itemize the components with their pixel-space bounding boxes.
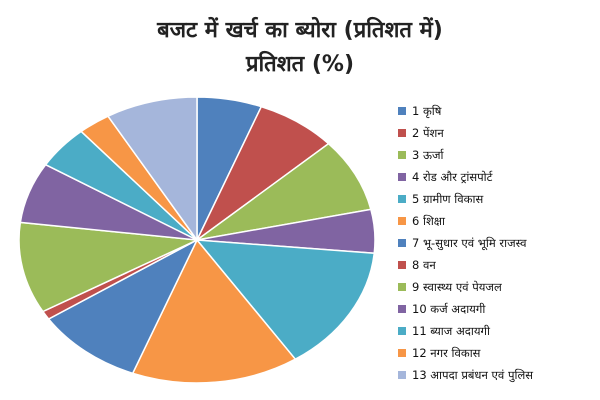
- legend-label: 7 भू-सुधार एवं भूमि राजस्व: [412, 236, 527, 250]
- pie-slice-7: [47, 238, 199, 375]
- legend-swatch: [398, 173, 406, 181]
- legend-label: 10 कर्ज अदायगी: [412, 302, 486, 316]
- legend-swatch: [398, 305, 406, 313]
- legend-item-12: 12 नगर विकास: [398, 342, 598, 364]
- legend-swatch: [398, 327, 406, 335]
- chart-subtitle: प्रतिशत (%): [245, 52, 355, 77]
- pie-slice-3: [196, 142, 372, 241]
- pie-slice-13: [106, 96, 198, 243]
- legend-label: 2 पेंशन: [412, 126, 444, 140]
- legend-label: 12 नगर विकास: [412, 346, 481, 360]
- legend-label: 6 शिक्षा: [412, 214, 445, 228]
- legend-label: 11 ब्याज अदायगी: [412, 324, 490, 338]
- legend-label: 1 कृषि: [412, 104, 442, 118]
- pie-slice-9: [18, 221, 200, 313]
- legend-item-8: 8 वन: [398, 254, 598, 276]
- pie-slice-5: [195, 239, 376, 361]
- legend-item-5: 5 ग्रामीण विकास: [398, 188, 598, 210]
- legend-label: 8 वन: [412, 258, 436, 272]
- legend-label: 4 रोड और ट्रांसपोर्ट: [412, 170, 493, 184]
- chart-title: बजट में खर्च का ब्योरा (प्रतिशत में): [157, 18, 443, 43]
- legend-swatch: [398, 239, 406, 247]
- legend-item-1: 1 कृषि: [398, 100, 598, 122]
- legend-item-11: 11 ब्याज अदायगी: [398, 320, 598, 342]
- legend-swatch: [398, 217, 406, 225]
- legend-item-2: 2 पेंशन: [398, 122, 598, 144]
- legend-label: 13 आपदा प्रबंधन एवं पुलिस: [412, 368, 534, 382]
- legend-item-13: 13 आपदा प्रबंधन एवं पुलिस: [398, 364, 598, 386]
- legend-swatch: [398, 129, 406, 137]
- legend-swatch: [398, 107, 406, 115]
- legend-swatch: [398, 195, 406, 203]
- legend-swatch: [398, 151, 406, 159]
- chart-title-block: बजट में खर्च का ब्योरा (प्रतिशत में) प्र…: [0, 14, 600, 82]
- legend-swatch: [398, 371, 406, 379]
- legend-item-6: 6 शिक्षा: [398, 210, 598, 232]
- legend-item-9: 9 स्वास्थ्य एवं पेयजल: [398, 276, 598, 298]
- legend-item-10: 10 कर्ज अदायगी: [398, 298, 598, 320]
- legend-label: 3 ऊर्जा: [412, 148, 444, 162]
- legend-item-7: 7 भू-सुधार एवं भूमि राजस्व: [398, 232, 598, 254]
- legend-swatch: [398, 283, 406, 291]
- legend-item-3: 3 ऊर्जा: [398, 144, 598, 166]
- legend-swatch: [398, 261, 406, 269]
- pie-slice-6: [131, 238, 297, 384]
- legend-label: 9 स्वास्थ्य एवं पेयजल: [412, 280, 502, 294]
- legend-label: 5 ग्रामीण विकास: [412, 192, 484, 206]
- legend-item-4: 4 रोड और ट्रांसपोर्ट: [398, 166, 598, 188]
- legend-swatch: [398, 349, 406, 357]
- legend: 1 कृषि 2 पेंशन 3 ऊर्जा 4 रोड और ट्रांसपोर्ट…: [398, 100, 598, 386]
